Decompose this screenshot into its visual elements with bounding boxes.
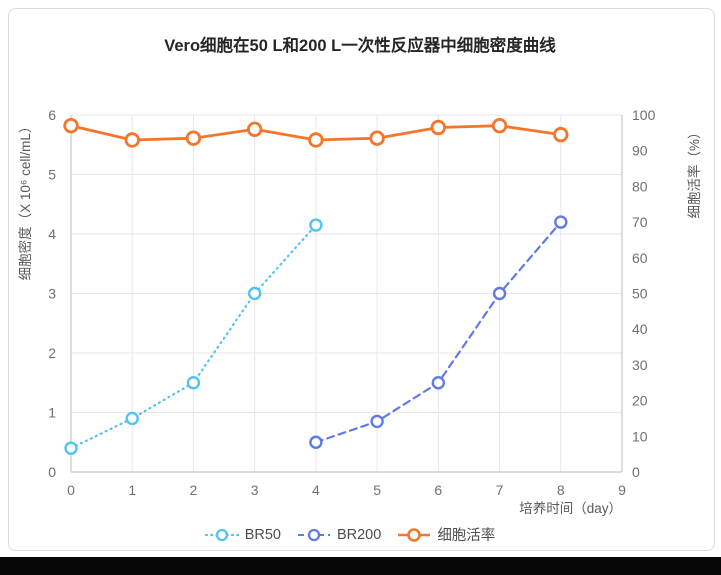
right-y-axis-title: 细胞活率（%）	[686, 125, 702, 218]
left-y-tick-label: 6	[48, 107, 56, 123]
right-y-tick-label: 40	[632, 321, 648, 337]
chart-card	[8, 8, 715, 551]
legend-item-viability[interactable]: 细胞活率	[397, 524, 495, 545]
x-tick-label: 1	[128, 482, 136, 498]
left-y-axis-title: 细胞密度（X 10⁶ cell/mL）	[17, 120, 33, 281]
data-point[interactable]	[64, 441, 78, 455]
right-y-tick-label: 100	[632, 107, 656, 123]
data-point[interactable]	[63, 118, 79, 134]
legend: BR50 BR200 细胞活率	[0, 524, 700, 545]
x-tick-label: 8	[557, 482, 565, 498]
right-y-tick-label: 60	[632, 250, 648, 266]
right-y-tick-label: 50	[632, 286, 648, 302]
x-axis-title: 培养时间（day）	[519, 501, 622, 516]
data-point[interactable]	[431, 376, 446, 390]
data-point[interactable]	[125, 411, 139, 426]
legend-item-br200[interactable]: BR200	[297, 527, 381, 543]
right-y-tick-label: 70	[632, 214, 648, 230]
data-series	[63, 118, 569, 455]
data-point[interactable]	[186, 376, 201, 390]
data-point[interactable]	[492, 286, 507, 301]
right-y-tick-label: 80	[632, 178, 648, 194]
data-point[interactable]	[370, 414, 384, 429]
x-tick-label: 4	[312, 482, 320, 498]
right-y-tick-label: 90	[632, 143, 648, 159]
gridlines	[71, 114, 622, 472]
data-point[interactable]	[491, 118, 508, 134]
left-y-tick-label: 2	[48, 345, 56, 361]
x-tick-label: 9	[618, 482, 626, 498]
br200-line-marker-icon	[297, 528, 330, 541]
data-point[interactable]	[554, 215, 568, 229]
data-point[interactable]	[124, 132, 140, 148]
data-point[interactable]	[246, 121, 263, 137]
legend-label-viability: 细胞活率	[437, 528, 496, 544]
left-y-tick-label: 0	[48, 464, 56, 480]
legend-label-br50: BR50	[244, 526, 281, 543]
series-细胞活率	[63, 118, 569, 148]
x-tick-label: 5	[373, 482, 381, 498]
data-point[interactable]	[430, 119, 447, 136]
right-y-tick-label: 30	[632, 357, 648, 373]
viability-line-marker-icon	[398, 527, 431, 542]
x-tick-label: 7	[496, 482, 504, 498]
series-BR200	[309, 215, 568, 449]
data-point[interactable]	[309, 218, 323, 232]
x-tick-label: 3	[251, 482, 259, 498]
data-point[interactable]	[309, 435, 323, 449]
chart-title: Vero细胞在50 L和200 L一次性反应器中细胞密度曲线	[164, 35, 556, 55]
right-y-tick-label: 10	[632, 428, 648, 444]
axes	[70, 115, 623, 473]
x-tick-label: 0	[67, 482, 75, 498]
br50-line-marker-icon	[204, 528, 239, 541]
data-point[interactable]	[553, 126, 569, 143]
series-BR50	[64, 218, 323, 455]
bottom-bar	[0, 557, 721, 575]
right-y-tick-label: 20	[632, 393, 648, 409]
legend-label-br200: BR200	[336, 526, 382, 543]
left-y-tick-label: 3	[48, 286, 56, 302]
left-y-tick-label: 1	[48, 405, 56, 421]
x-tick-label: 2	[190, 482, 198, 498]
data-point[interactable]	[185, 130, 202, 146]
data-point[interactable]	[308, 132, 324, 148]
data-point[interactable]	[247, 286, 262, 301]
data-point[interactable]	[369, 130, 385, 146]
left-y-tick-label: 4	[48, 226, 56, 242]
legend-item-br50[interactable]: BR50	[204, 526, 281, 543]
right-y-tick-label: 0	[632, 464, 640, 480]
x-tick-label: 6	[434, 482, 442, 498]
left-y-tick-label: 5	[48, 167, 56, 183]
